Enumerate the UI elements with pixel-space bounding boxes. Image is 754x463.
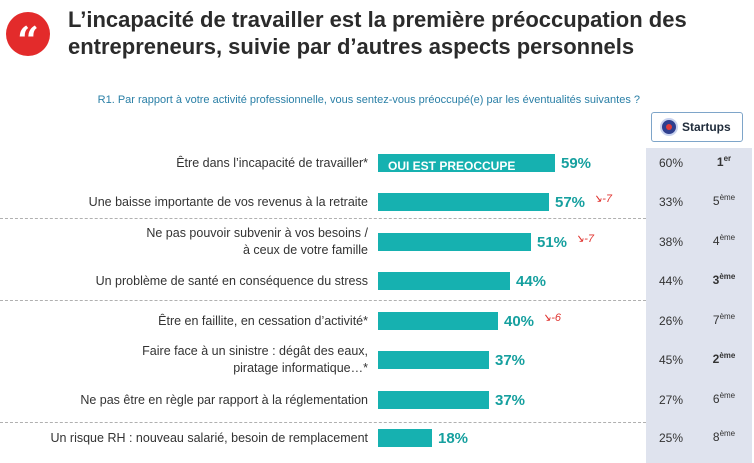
survey-question: R1. Par rapport à votre activité profess…: [97, 94, 640, 106]
separator: [0, 422, 646, 423]
separator: [0, 300, 646, 301]
startups-pct: 38%: [658, 235, 684, 249]
startups-pct: 27%: [658, 393, 684, 407]
category-label: Une baisse importante de vos revenus à l…: [88, 194, 368, 209]
startups-rank: 7ème: [712, 312, 736, 327]
bar: [378, 391, 489, 409]
trend-indicator: ↘-6: [542, 312, 561, 324]
startups-rank: 4ème: [712, 233, 736, 248]
startups-logo-icon: [660, 118, 678, 136]
bar: [378, 272, 510, 290]
startups-pct: 25%: [658, 431, 684, 445]
startups-panel: [646, 148, 752, 463]
category-label: Ne pas être en règle par rapport à la ré…: [80, 392, 368, 407]
trend-indicator: ↘-7: [575, 233, 594, 245]
value-label: 51%: [537, 234, 568, 251]
startups-rank: 8ème: [712, 429, 736, 444]
value-label: 37%: [495, 352, 526, 369]
startups-pct: 44%: [658, 274, 684, 288]
bar: [378, 351, 489, 369]
startups-label: Startups: [682, 120, 731, 134]
page-title: L’incapacité de travailler est la premiè…: [68, 6, 748, 60]
category-label: Être dans l’incapacité de travailler*: [176, 155, 368, 170]
startups-pct: 26%: [658, 314, 684, 328]
startups-rank: 2ème: [712, 351, 736, 366]
bar: [378, 312, 498, 330]
value-label: 44%: [516, 273, 547, 290]
title-line-1: L’incapacité de travailler est la premiè…: [68, 7, 687, 32]
startups-rank: 1er: [716, 154, 732, 169]
category-label: Faire face à un sinistre : dégât des eau…: [142, 344, 368, 375]
bar: [378, 193, 549, 211]
startups-rank: 5ème: [712, 193, 736, 208]
startups-pct: 60%: [658, 156, 684, 170]
startups-rank: 3ème: [712, 272, 736, 287]
value-label: 37%: [495, 392, 526, 409]
bar: [378, 429, 432, 447]
trend-indicator: ↘-7: [593, 193, 612, 205]
category-label: Un problème de santé en conséquence du s…: [95, 273, 368, 288]
startups-header: Startups: [651, 112, 743, 142]
bar-overlay-label: OUI EST PREOCCUPE: [388, 159, 516, 173]
value-label: 18%: [438, 430, 469, 447]
category-label: Un risque RH : nouveau salarié, besoin d…: [50, 430, 368, 445]
bar: [378, 154, 555, 172]
bar: [378, 233, 531, 251]
separator: [0, 218, 646, 219]
category-label: Être en faillite, en cessation d’activit…: [158, 313, 368, 328]
startups-pct: 33%: [658, 195, 684, 209]
title-line-2: entrepreneurs, suivie par d’autres aspec…: [68, 34, 635, 59]
startups-rank: 6ème: [712, 391, 736, 406]
value-label: 59%: [561, 155, 592, 172]
value-label: 57%: [555, 194, 586, 211]
value-label: 40%: [504, 313, 535, 330]
startups-pct: 45%: [658, 353, 684, 367]
category-label: Ne pas pouvoir subvenir à vos besoins / à…: [146, 226, 368, 257]
quote-icon: “: [6, 12, 50, 63]
